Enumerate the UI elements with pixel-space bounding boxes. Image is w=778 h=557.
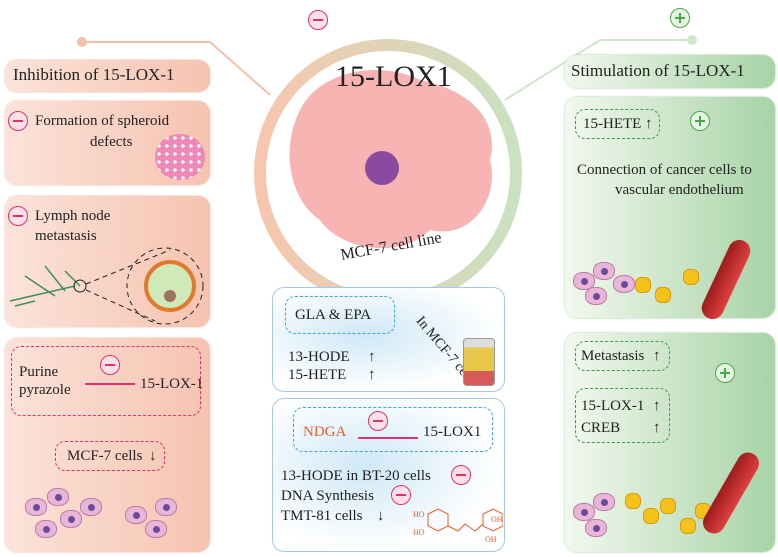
up-arrow-icon: ↑: [368, 367, 376, 383]
cell-icon: [593, 493, 615, 511]
hete-dashed-frame: [575, 109, 660, 139]
box1-text2: defects: [90, 134, 133, 150]
minus-icon: [391, 485, 411, 505]
cell-icon: [35, 520, 57, 538]
ndga-text: NDGA: [303, 424, 347, 440]
up-arrow-icon: ↑: [653, 420, 661, 436]
blood-vessel-icon: [698, 236, 754, 323]
spheroid-icon: [155, 134, 205, 180]
purine-target: 15-LOX-1: [140, 376, 204, 392]
minus-icon: [8, 111, 28, 131]
minus-icon: [100, 355, 120, 375]
cell-icon: [573, 272, 595, 290]
box1-text1: Formation of spheroid: [35, 113, 170, 129]
lymph-box: Lymph node metastasis: [5, 196, 210, 327]
chem-label: OH: [485, 535, 497, 544]
purine-box: Purine pyrazole 15-LOX-1 MCF-7 cells ↓: [5, 338, 210, 552]
connection-text2: vascular endothelium: [615, 182, 744, 198]
chem-label: HO: [413, 510, 425, 519]
up-arrow-icon: ↑: [368, 349, 376, 365]
gla-epa-text: GLA & EPA: [295, 307, 372, 323]
up-arrow-icon: ↑: [645, 116, 653, 132]
cancer-cell-icon: [655, 287, 671, 303]
gla-epa-box: GLA & EPA In MCF-7 cells 13-HODE ↑ 15-HE…: [272, 287, 505, 392]
chem-label: OH: [491, 515, 503, 524]
bt20-text: 13-HODE in BT-20 cells: [281, 468, 431, 484]
ndga-structure-icon: [427, 508, 503, 532]
right-header: Stimulation of 15-LOX-1: [565, 55, 775, 88]
center-title: 15-LOX1: [335, 60, 452, 93]
hete-box: 15-HETE ↑ Connection of cancer cells to …: [565, 97, 775, 323]
inhibit-arrow: [85, 383, 135, 385]
inhibition-minus-icon: [308, 10, 328, 30]
down-arrow-icon: ↓: [377, 508, 385, 524]
lymph-node-icon: [9, 247, 204, 325]
up-arrow-icon: ↑: [653, 348, 661, 364]
plus-icon: [715, 363, 735, 383]
up-arrow-icon: ↑: [653, 398, 661, 414]
cell-icon: [145, 520, 167, 538]
cell-icon: [573, 503, 595, 521]
down-arrow-icon: ↓: [149, 448, 157, 464]
dna-synthesis-text: DNA Synthesis: [281, 488, 374, 504]
stimulation-plus-icon: [670, 8, 690, 28]
blood-vessel-icon: [698, 448, 764, 538]
purine-dashed-frame: [11, 346, 201, 416]
box2-text2: metastasis: [35, 228, 97, 244]
hete-text: 15-HETE: [288, 367, 347, 383]
left-header: Inhibition of 15-LOX-1: [5, 60, 210, 92]
cancer-cell-icon: [680, 518, 696, 534]
tmt81-text: TMT-81 cells: [281, 508, 363, 524]
cell-icon: [613, 275, 635, 293]
metastasis-tag: Metastasis: [581, 348, 645, 364]
cancer-cell-icon: [660, 498, 676, 514]
gla-dashed-frame: [285, 296, 395, 334]
ndga-box: NDGA 15-LOX1 13-HODE in BT-20 cells DNA …: [272, 398, 505, 552]
creb-item: CREB: [581, 420, 621, 436]
purine-text2: pyrazole: [19, 382, 71, 398]
metastasis-dashed-frame: [575, 341, 670, 371]
chem-label: HO: [413, 528, 425, 537]
lox1-item: 15-LOX-1: [581, 398, 645, 414]
cancer-cell-icon: [643, 508, 659, 524]
right-header-text: Stimulation of 15-LOX-1: [571, 61, 745, 80]
left-header-text: Inhibition of 15-LOX-1: [13, 65, 175, 84]
lox-creb-dashed-frame: [575, 388, 670, 443]
cell-icon: [585, 287, 607, 305]
cell-icon: [47, 488, 69, 506]
ndga-dashed-frame: [293, 407, 493, 452]
cancer-cell-icon: [683, 269, 699, 285]
hete-tag: 15-HETE: [583, 116, 642, 132]
box2-text1: Lymph node: [35, 208, 111, 224]
minus-icon: [368, 411, 388, 431]
cell-icon: [25, 498, 47, 516]
cell-icon: [593, 262, 615, 280]
hode-text: 13-HODE: [288, 349, 350, 365]
cell-icon: [585, 519, 607, 537]
minus-icon: [451, 465, 471, 485]
mcf7-dashed-frame: [55, 441, 165, 471]
cancer-cell-icon: [635, 277, 651, 293]
mcf7-result: MCF-7 cells: [67, 448, 143, 464]
plus-icon: [690, 111, 710, 131]
spheroid-box: Formation of spheroid defects: [5, 101, 210, 185]
inhibit-arrow: [358, 437, 418, 439]
cell-icon: [60, 510, 82, 528]
cell-icon: [155, 498, 177, 516]
metastasis-box: Metastasis ↑ 15-LOX-1 ↑ CREB ↑: [565, 333, 775, 552]
cell-icon: [80, 498, 102, 516]
lox1-text: 15-LOX1: [423, 424, 482, 440]
cancer-cell-icon: [625, 493, 641, 509]
connection-text1: Connection of cancer cells to: [577, 162, 752, 178]
cell-icon: [125, 506, 147, 524]
minus-icon: [8, 206, 28, 226]
pill-jar-icon: [463, 338, 495, 386]
purine-text1: Purine: [19, 364, 59, 380]
